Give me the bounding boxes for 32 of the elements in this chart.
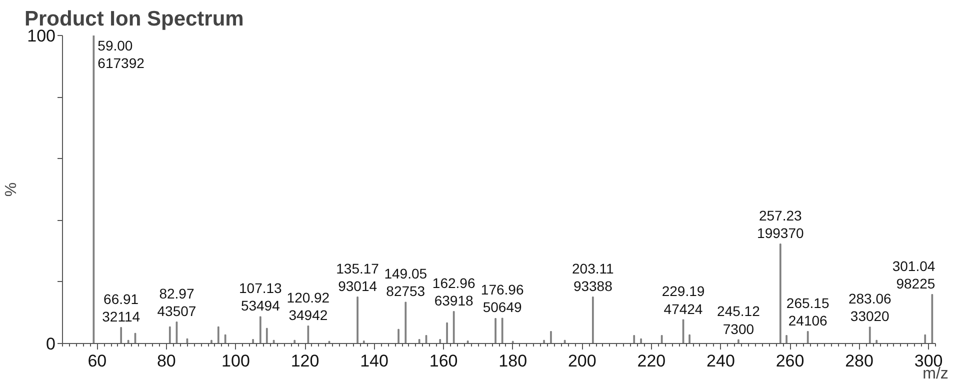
annotation: 203.11 93388 — [572, 260, 614, 294]
annotation: 176.96 50649 — [480, 282, 524, 316]
x-tick-label: 100 — [222, 352, 250, 370]
x-tick-label: 220 — [637, 352, 666, 370]
x-axis-title: m/z — [922, 366, 948, 382]
annotation: 82.97 43507 — [157, 285, 196, 319]
annotation: 66.91 32114 — [102, 290, 140, 324]
x-tick-label: 80 — [156, 352, 176, 370]
x-tick-label: 200 — [568, 352, 596, 370]
annotation: 265.15 24106 — [786, 294, 830, 328]
y-tick-label: 0 — [46, 334, 56, 354]
x-tick-label: 60 — [88, 352, 107, 370]
annotation: 245.12 7300 — [717, 303, 760, 337]
annotation: 229.19 47424 — [662, 283, 705, 317]
annotation: 135.17 93014 — [336, 260, 380, 294]
chart-title: Product Ion Spectrum — [24, 8, 244, 30]
annotation: 301.04 98225 — [892, 258, 936, 292]
x-tick-label: 160 — [429, 352, 458, 370]
x-tick-label: 120 — [290, 352, 320, 370]
annotation: 120.92 34942 — [286, 289, 330, 323]
x-tick-label: 260 — [776, 352, 804, 370]
y-axis-title: % — [3, 182, 20, 197]
annotation: 59.00 617392 — [98, 38, 145, 72]
annotation: 107.13 53494 — [239, 280, 282, 314]
annotation: 149.05 82753 — [384, 266, 428, 300]
x-tick-label: 280 — [845, 352, 874, 370]
x-tick-label: 240 — [706, 352, 735, 370]
annotation: 162.96 63918 — [432, 274, 476, 308]
annotation: 257.23 199370 — [757, 207, 804, 242]
x-tick-label: 140 — [360, 352, 388, 370]
annotation: 283.06 33020 — [848, 290, 892, 324]
x-tick-label: 180 — [498, 352, 528, 370]
